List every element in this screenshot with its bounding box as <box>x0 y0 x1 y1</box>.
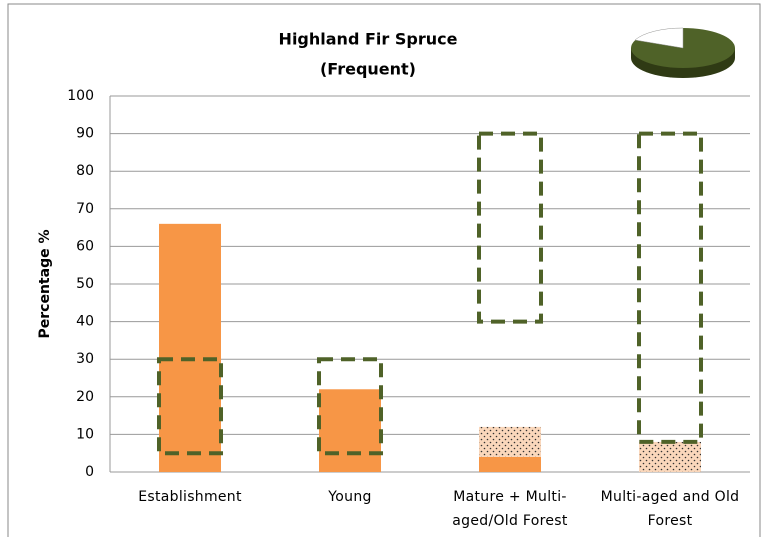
y-tick-label: 0 <box>85 464 94 480</box>
bar <box>479 456 541 472</box>
y-tick-label: 70 <box>76 201 94 217</box>
pie-icon <box>631 27 735 78</box>
y-tick-label: 90 <box>76 126 94 142</box>
bar <box>319 389 381 472</box>
chart-subtitle: (Frequent) <box>320 60 416 79</box>
y-tick-label: 60 <box>76 238 94 254</box>
y-tick-label: 50 <box>76 276 94 292</box>
range-box <box>637 131 703 444</box>
range-box <box>157 357 223 456</box>
chart-frame <box>7 3 761 537</box>
y-tick-label: 30 <box>76 351 94 367</box>
range-box <box>477 131 543 324</box>
y-tick-label: 20 <box>76 389 94 405</box>
bar <box>639 441 701 472</box>
x-tick-label: Mature + Multi-aged/Old Forest <box>452 489 568 529</box>
y-tick-label: 40 <box>76 314 94 330</box>
chart-title: Highland Fir Spruce <box>279 30 458 49</box>
x-tick-label: Establishment <box>138 489 242 505</box>
x-tick-label: Multi-aged and Old Forest <box>600 489 740 529</box>
y-tick-label: 10 <box>76 426 94 442</box>
bar <box>479 426 541 457</box>
bar <box>159 223 221 472</box>
y-tick-label: 100 <box>67 88 94 104</box>
y-tick-label: 80 <box>76 163 94 179</box>
x-tick-label: Young <box>328 489 372 505</box>
y-axis-label: Percentage % <box>37 230 53 339</box>
range-box <box>317 357 383 456</box>
